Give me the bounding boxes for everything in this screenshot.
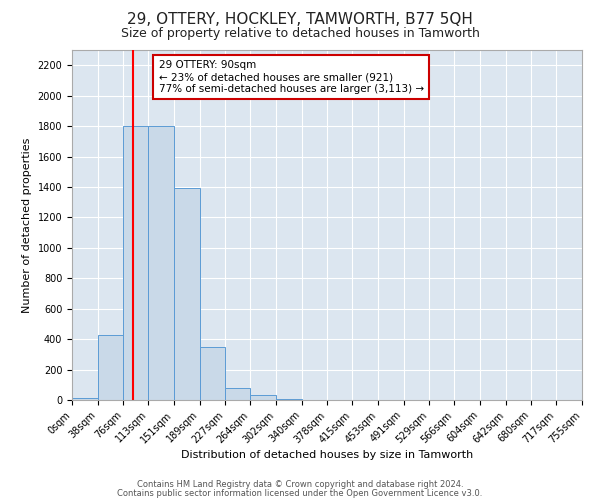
X-axis label: Distribution of detached houses by size in Tamworth: Distribution of detached houses by size … — [181, 450, 473, 460]
Bar — [98, 334, 124, 400]
Bar — [72, 398, 98, 400]
Bar — [148, 126, 174, 400]
Bar — [124, 126, 148, 400]
Text: 29 OTTERY: 90sqm
← 23% of detached houses are smaller (921)
77% of semi-detached: 29 OTTERY: 90sqm ← 23% of detached house… — [158, 60, 424, 94]
Bar — [276, 399, 302, 400]
Bar — [174, 188, 200, 400]
Text: 29, OTTERY, HOCKLEY, TAMWORTH, B77 5QH: 29, OTTERY, HOCKLEY, TAMWORTH, B77 5QH — [127, 12, 473, 28]
Bar — [200, 346, 226, 400]
Text: Size of property relative to detached houses in Tamworth: Size of property relative to detached ho… — [121, 28, 479, 40]
Y-axis label: Number of detached properties: Number of detached properties — [22, 138, 32, 312]
Text: Contains public sector information licensed under the Open Government Licence v3: Contains public sector information licen… — [118, 488, 482, 498]
Text: Contains HM Land Registry data © Crown copyright and database right 2024.: Contains HM Land Registry data © Crown c… — [137, 480, 463, 489]
Bar — [226, 388, 250, 400]
Bar — [250, 396, 276, 400]
